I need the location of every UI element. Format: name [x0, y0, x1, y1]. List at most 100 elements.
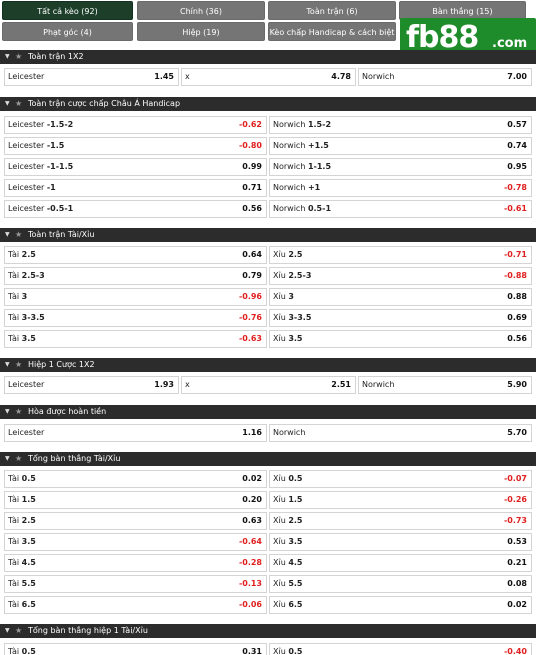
odds-cell-right[interactable]: Xỉu 2.5 -0.73 — [269, 512, 532, 530]
favorite-star-icon[interactable]: ★ — [15, 454, 23, 463]
odds-cell-left[interactable]: Tài 3.5 -0.64 — [4, 533, 267, 551]
odds-value: -0.61 — [503, 204, 527, 213]
odds-label: Tài 6.5 — [8, 597, 36, 613]
odds-cell-left[interactable]: Leicester -1-1.5 0.99 — [4, 158, 267, 176]
odds-label: Norwich — [362, 380, 395, 389]
section-header-asian-handicap[interactable]: ▼ ★ Toàn trận cược chấp Châu Á Handicap — [0, 97, 536, 111]
odds-cell-right[interactable]: Norwich 0.5-1 -0.61 — [269, 200, 532, 218]
section-header-fulltime-1x2[interactable]: ▼ ★ Toàn trận 1X2 — [0, 50, 536, 64]
odds-cell-away[interactable]: Norwich 7.00 — [358, 68, 532, 86]
odds-cell-right[interactable]: Xỉu 5.5 0.08 — [269, 575, 532, 593]
odds-cell-right[interactable]: Xỉu 1.5 -0.26 — [269, 491, 532, 509]
selection-name: Leicester — [8, 141, 45, 150]
tab-corners[interactable]: Phạt góc (4) — [2, 22, 133, 41]
odds-cell-right[interactable]: Norwich 1-1.5 0.95 — [269, 158, 532, 176]
handicap-line: 2.5 — [21, 250, 36, 259]
odds-label: Xỉu 2.5-3 — [273, 268, 311, 284]
section-header-over-under[interactable]: ▼ ★ Toàn trận Tài/Xỉu — [0, 228, 536, 242]
odds-cell-right[interactable]: Xỉu 2.5 -0.71 — [269, 246, 532, 264]
section-header-half1-total-goals[interactable]: ▼ ★ Tổng bàn thắng hiệp 1 Tài/Xỉu — [0, 624, 536, 638]
handicap-line: 2.5-3 — [21, 271, 45, 280]
odds-value: 0.53 — [507, 537, 527, 546]
odds-cell-left[interactable]: Leicester -0.5-1 0.56 — [4, 200, 267, 218]
collapse-caret-icon[interactable]: ▼ — [5, 627, 10, 634]
selection-name: Tài — [8, 516, 20, 525]
collapse-caret-icon[interactable]: ▼ — [5, 231, 10, 238]
odds-label: Tài 3.5 — [8, 534, 36, 550]
odds-cell-left[interactable]: Tài 6.5 -0.06 — [4, 596, 267, 614]
selection-name: Tài — [8, 558, 20, 567]
odds-cell-right[interactable]: Xỉu 0.5 -0.40 — [269, 643, 532, 655]
odds-label: x — [185, 72, 190, 81]
odds-cell-home[interactable]: Leicester 1.93 — [4, 376, 179, 394]
handicap-line: -0.5-1 — [46, 204, 74, 213]
collapse-caret-icon[interactable]: ▼ — [5, 361, 10, 368]
favorite-star-icon[interactable]: ★ — [15, 99, 23, 108]
section-header-total-goals[interactable]: ▼ ★ Tổng bàn thắng Tài/Xỉu — [0, 452, 536, 466]
tab-full-match[interactable]: Toàn trận (6) — [268, 1, 396, 20]
odds-cell-home[interactable]: Leicester 1.45 — [4, 68, 179, 86]
odds-cell-home[interactable]: Leicester 1.16 — [4, 424, 267, 442]
odds-label: Tài 2.5-3 — [8, 268, 45, 284]
odds-cell-right[interactable]: Norwich 1.5-2 0.57 — [269, 116, 532, 134]
selection-name: Xỉu — [273, 250, 286, 259]
favorite-star-icon[interactable]: ★ — [15, 360, 23, 369]
collapse-caret-icon[interactable]: ▼ — [5, 53, 10, 60]
odds-cell-left[interactable]: Leicester -1.5-2 -0.62 — [4, 116, 267, 134]
odds-cell-left[interactable]: Tài 3-3.5 -0.76 — [4, 309, 267, 327]
odds-value: -0.63 — [238, 334, 262, 343]
odds-label: Norwich +1.5 — [273, 138, 329, 154]
odds-cell-right[interactable]: Xỉu 6.5 0.02 — [269, 596, 532, 614]
odds-value: -0.06 — [238, 600, 262, 609]
odds-cell-left[interactable]: Tài 0.5 0.31 — [4, 643, 267, 655]
odds-cell-left[interactable]: Tài 1.5 0.20 — [4, 491, 267, 509]
odds-cell-right[interactable]: Xỉu 2.5-3 -0.88 — [269, 267, 532, 285]
odds-cell-left[interactable]: Tài 2.5-3 0.79 — [4, 267, 267, 285]
odds-cell-left[interactable]: Tài 2.5 0.64 — [4, 246, 267, 264]
odds-cell-away[interactable]: Norwich 5.90 — [358, 376, 532, 394]
odds-cell-right[interactable]: Xỉu 3 0.88 — [269, 288, 532, 306]
odds-cell-draw[interactable]: x 2.51 — [181, 376, 356, 394]
tab-handicap[interactable]: Kèo chấp Handicap & cách biệt (5) — [268, 22, 396, 56]
odds-cell-left[interactable]: Tài 3 -0.96 — [4, 288, 267, 306]
odds-label: Norwich 1-1.5 — [273, 159, 331, 175]
odds-cell-right[interactable]: Xỉu 4.5 0.21 — [269, 554, 532, 572]
odds-cell-left[interactable]: Tài 2.5 0.63 — [4, 512, 267, 530]
favorite-star-icon[interactable]: ★ — [15, 52, 23, 61]
tab-main[interactable]: Chính (36) — [137, 1, 265, 20]
odds-cell-left[interactable]: Tài 4.5 -0.28 — [4, 554, 267, 572]
selection-name: Xỉu — [273, 271, 286, 280]
favorite-star-icon[interactable]: ★ — [15, 407, 23, 416]
odds-cell-right[interactable]: Norwich +1.5 0.74 — [269, 137, 532, 155]
odds-label: Leicester — [8, 72, 45, 81]
odds-value: -0.26 — [503, 495, 527, 504]
odds-cell-draw[interactable]: x 4.78 — [181, 68, 356, 86]
favorite-star-icon[interactable]: ★ — [15, 230, 23, 239]
handicap-line: 2.5 — [288, 250, 303, 259]
odds-cell-left[interactable]: Leicester -1 0.71 — [4, 179, 267, 197]
odds-cell-left[interactable]: Tài 5.5 -0.13 — [4, 575, 267, 593]
odds-cell-right[interactable]: Norwich +1 -0.78 — [269, 179, 532, 197]
odds-label: Norwich — [362, 72, 395, 81]
selection-name: Leicester — [8, 183, 45, 192]
odds-label: Norwich 1.5-2 — [273, 117, 331, 133]
odds-cell-right[interactable]: Xỉu 3-3.5 0.69 — [269, 309, 532, 327]
selection-name: Tài — [8, 271, 20, 280]
odds-label: Tài 0.5 — [8, 644, 36, 655]
odds-cell-left[interactable]: Tài 0.5 0.02 — [4, 470, 267, 488]
odds-cell-left[interactable]: Tài 3.5 -0.63 — [4, 330, 267, 348]
section-header-draw-no-bet[interactable]: ▼ ★ Hòa được hoàn tiền — [0, 405, 536, 419]
tab-half[interactable]: Hiệp (19) — [137, 22, 265, 41]
collapse-caret-icon[interactable]: ▼ — [5, 455, 10, 462]
collapse-caret-icon[interactable]: ▼ — [5, 100, 10, 107]
handicap-line: 2.5 — [21, 516, 36, 525]
odds-cell-right[interactable]: Xỉu 3.5 0.56 — [269, 330, 532, 348]
odds-cell-away[interactable]: Norwich 5.70 — [269, 424, 532, 442]
odds-cell-right[interactable]: Xỉu 3.5 0.53 — [269, 533, 532, 551]
tab-all[interactable]: Tất cả kèo (92) — [2, 1, 133, 20]
odds-cell-left[interactable]: Leicester -1.5 -0.80 — [4, 137, 267, 155]
collapse-caret-icon[interactable]: ▼ — [5, 408, 10, 415]
section-header-half1-1x2[interactable]: ▼ ★ Hiệp 1 Cược 1X2 — [0, 358, 536, 372]
favorite-star-icon[interactable]: ★ — [15, 626, 23, 635]
odds-cell-right[interactable]: Xỉu 0.5 -0.07 — [269, 470, 532, 488]
